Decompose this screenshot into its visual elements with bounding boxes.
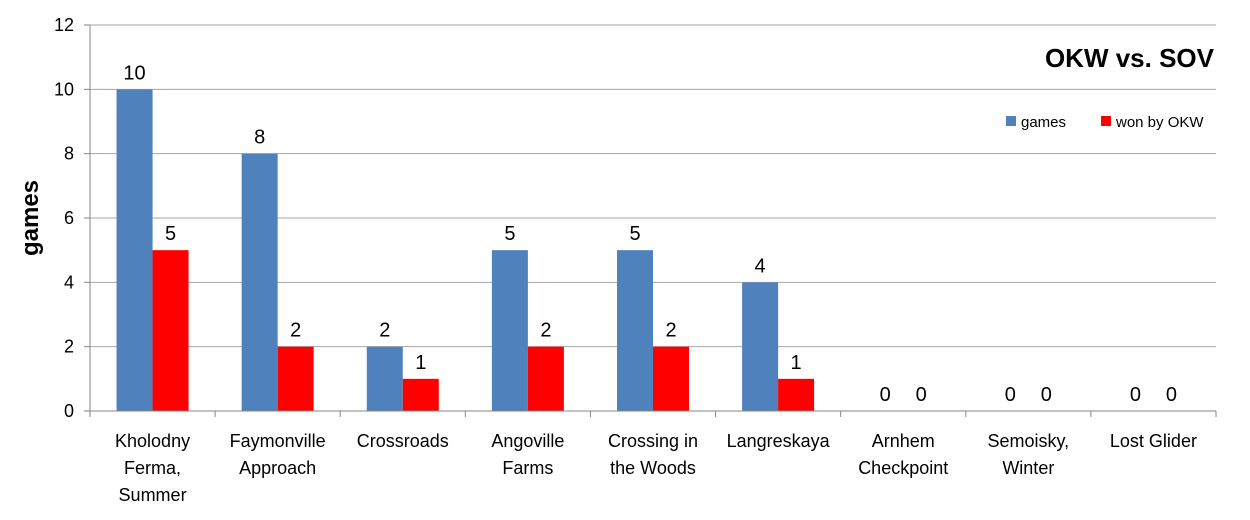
bar-won-by-okw bbox=[778, 378, 815, 411]
bar-games bbox=[742, 282, 779, 411]
data-label: 4 bbox=[755, 255, 766, 277]
data-label: 0 bbox=[1166, 384, 1177, 406]
data-label: 8 bbox=[254, 127, 265, 149]
legend-swatch bbox=[1006, 116, 1016, 126]
bar-games bbox=[491, 250, 528, 411]
bar-games bbox=[241, 153, 278, 411]
data-label: 10 bbox=[123, 62, 145, 84]
bar-games bbox=[617, 250, 653, 411]
x-axis-categories: Kholodny Ferma, Summer Faymonville Approach C… bbox=[115, 431, 1197, 505]
bar-won-by-okw bbox=[527, 346, 564, 411]
data-label: 0 bbox=[1130, 384, 1141, 406]
x-tick-label: Ferma, bbox=[124, 458, 181, 478]
x-tick-label: Farms bbox=[502, 458, 553, 478]
data-label: 2 bbox=[540, 320, 551, 342]
x-tick-label: the Woods bbox=[610, 458, 696, 478]
legend-label: games bbox=[1021, 114, 1066, 131]
x-tick-label: Kholodny bbox=[115, 431, 190, 451]
x-tick-label: Crossroads bbox=[357, 431, 449, 451]
y-tick-label: 2 bbox=[64, 337, 74, 357]
data-label: 2 bbox=[665, 320, 676, 342]
legend-swatch bbox=[1101, 116, 1111, 126]
chart-title: OKW vs. SOV bbox=[1045, 43, 1215, 73]
axes bbox=[89, 25, 1217, 417]
x-tick-label: Faymonville bbox=[230, 431, 326, 451]
bars bbox=[116, 89, 815, 411]
x-tick-label: Angoville bbox=[491, 431, 564, 451]
bar-won-by-okw bbox=[277, 346, 314, 411]
x-tick-label: Arnhem bbox=[872, 431, 935, 451]
x-tick-label: Langreskaya bbox=[727, 431, 831, 451]
y-tick-label: 8 bbox=[64, 144, 74, 164]
y-tick-label: 10 bbox=[54, 79, 74, 99]
bar-won-by-okw bbox=[152, 250, 189, 411]
x-tick-label: Summer bbox=[119, 485, 187, 505]
data-label: 2 bbox=[379, 320, 390, 342]
x-tick-label: Winter bbox=[1002, 458, 1054, 478]
data-label: 2 bbox=[290, 320, 301, 342]
data-label: 1 bbox=[791, 352, 802, 374]
data-label: 0 bbox=[916, 384, 927, 406]
y-axis-label: games bbox=[17, 180, 44, 256]
data-label: 0 bbox=[1041, 384, 1052, 406]
data-label: 0 bbox=[1005, 384, 1016, 406]
x-tick-label: Checkpoint bbox=[858, 458, 948, 478]
y-tick-label: 0 bbox=[64, 401, 74, 421]
bar-games bbox=[366, 346, 403, 411]
data-label: 5 bbox=[504, 223, 515, 245]
data-label: 0 bbox=[880, 384, 891, 406]
legend-label: won by OKW bbox=[1115, 114, 1204, 131]
bar-games bbox=[116, 89, 153, 411]
x-tick-label: Lost Glider bbox=[1110, 431, 1197, 451]
y-tick-label: 12 bbox=[54, 15, 74, 35]
bar-won-by-okw bbox=[653, 346, 689, 411]
bar-won-by-okw bbox=[402, 378, 439, 411]
y-tick-label: 6 bbox=[64, 208, 74, 228]
x-tick-label: Crossing in bbox=[608, 431, 698, 451]
data-label: 5 bbox=[629, 223, 640, 245]
x-tick-label: Semoisky, bbox=[987, 431, 1069, 451]
y-tick-label: 4 bbox=[64, 272, 74, 292]
x-tick-label: Approach bbox=[239, 458, 316, 478]
data-label: 5 bbox=[165, 223, 176, 245]
y-axis-ticks: 0 2 4 6 8 10 12 bbox=[54, 15, 90, 421]
data-label: 1 bbox=[415, 352, 426, 374]
legend: games won by OKW bbox=[1006, 114, 1204, 131]
